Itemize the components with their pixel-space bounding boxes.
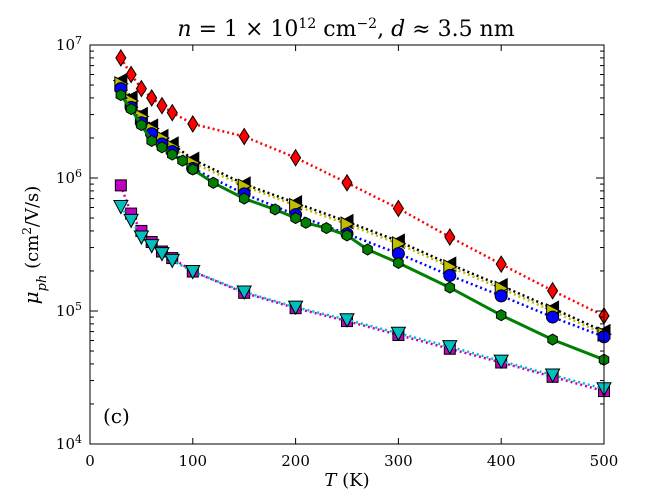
data-point-triangle-down [493, 354, 510, 370]
data-point-hexagon [136, 118, 147, 132]
series-magenta-square [114, 179, 610, 398]
data-point-diamond [444, 228, 456, 246]
data-point-triangle-down [113, 200, 129, 215]
data-point-triangle-down [236, 285, 253, 301]
data-point-hexagon [156, 141, 168, 154]
x-tick-label: 200 [281, 452, 310, 470]
data-point-hexagon [362, 243, 373, 256]
data-point-hexagon [547, 333, 558, 346]
y-axis-title: μph (cm2/V/s) [19, 186, 50, 305]
data-point-hexagon [208, 176, 219, 189]
data-point-triangle-down [339, 313, 355, 328]
x-tick-label: 300 [384, 452, 413, 470]
plot-frame [89, 44, 605, 445]
x-tick-label: 0 [85, 452, 95, 470]
series-cyan-triangle-down [113, 200, 612, 397]
data-point-diamond [135, 79, 147, 98]
data-point-hexagon [146, 134, 157, 148]
data-point-hexagon [300, 216, 312, 229]
data-point-diamond [115, 48, 127, 67]
data-point-diamond [187, 114, 199, 133]
data-point-triangle-down [123, 213, 139, 229]
data-point-diamond [166, 103, 178, 122]
data-point-diamond [125, 65, 137, 84]
data-point-hexagon [166, 148, 178, 161]
data-point-circle [443, 268, 457, 282]
data-point-diamond [341, 173, 353, 192]
x-tick-label: 400 [487, 452, 516, 470]
data-point-hexagon [269, 203, 281, 216]
data-point-hexagon [177, 154, 188, 167]
chart-title: n = 1 × 1012 cm−2, d ≈ 3.5 nm [177, 16, 514, 42]
data-point-circle [494, 289, 508, 303]
data-point-hexagon [187, 163, 199, 176]
series-black-triangle-left [112, 72, 611, 340]
data-point-hexagon [321, 222, 332, 235]
axis-ticks: 0 100 200 300 400 500 104 105 106 107 [56, 34, 618, 471]
y-tick-label: 107 [56, 34, 82, 55]
x-tick-label: 500 [590, 452, 619, 470]
data-point-triangle-down [143, 239, 160, 254]
data-point-hexagon [495, 309, 507, 322]
series-layer [112, 48, 613, 398]
data-point-diamond [495, 255, 507, 274]
data-point-square [114, 179, 127, 192]
data-point-hexagon [115, 89, 127, 102]
data-point-diamond [392, 199, 404, 218]
data-point-diamond [290, 148, 302, 167]
series-line-magenta-square [119, 184, 605, 393]
data-point-diamond [547, 281, 559, 300]
x-tick-label: 100 [178, 452, 207, 470]
data-point-diamond [238, 127, 250, 146]
data-point-hexagon [290, 211, 301, 225]
data-point-triangle-down [184, 265, 201, 280]
data-point-triangle-down [164, 253, 181, 269]
panel-label: (c) [103, 404, 130, 428]
y-tick-label: 104 [56, 433, 82, 454]
series-line-cyan-triangle-down [119, 205, 605, 391]
data-point-circle [546, 310, 560, 324]
data-point-hexagon [341, 229, 353, 242]
data-point-triangle-down [287, 300, 304, 316]
data-point-hexagon [444, 281, 456, 294]
data-point-diamond [156, 96, 168, 115]
data-point-hexagon [125, 102, 137, 116]
data-point-hexagon [393, 256, 404, 269]
data-point-triangle-down [133, 230, 150, 246]
x-axis-title: T (K) [324, 470, 369, 491]
data-point-triangle-down [441, 340, 458, 355]
series-red-diamond [115, 48, 610, 325]
data-point-hexagon [238, 192, 250, 205]
data-point-triangle-down [544, 368, 561, 384]
data-point-triangle-down [390, 326, 407, 342]
data-point-diamond [146, 88, 158, 107]
y-tick-label: 105 [56, 300, 82, 321]
y-tick-label: 106 [56, 167, 82, 188]
